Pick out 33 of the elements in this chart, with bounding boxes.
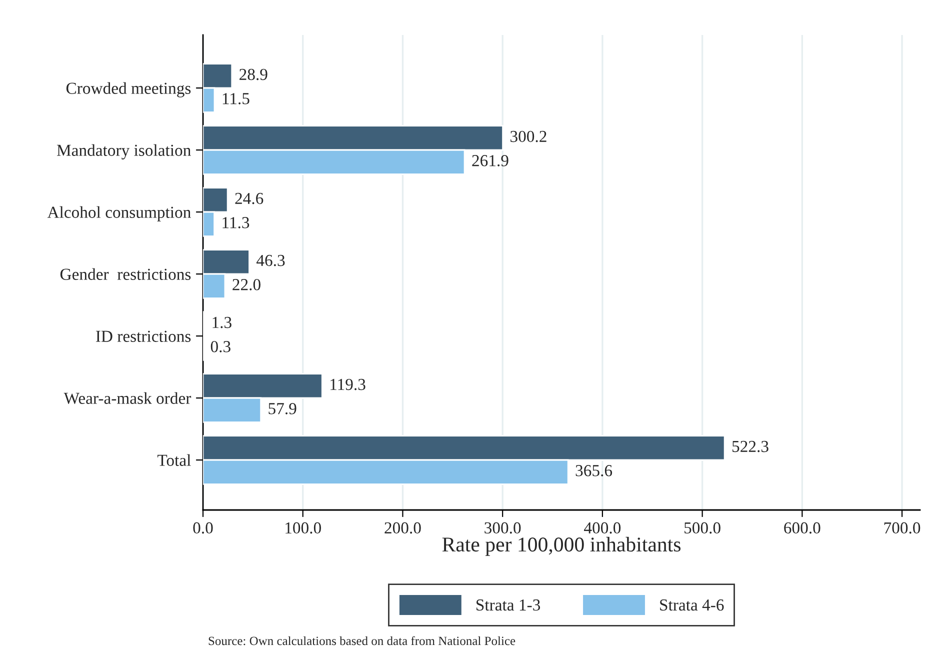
data-label: 1.3 [212, 316, 232, 328]
x-tick-label: 300.0 [484, 522, 521, 534]
y-tick-label: Mandatory isolation [56, 144, 191, 160]
x-tick-label: 400.0 [584, 522, 621, 534]
data-label: 28.9 [240, 68, 268, 80]
legend-label: Strata 4-6 [660, 599, 724, 611]
x-tick-label: 700.0 [884, 522, 920, 534]
y-tick-label: Gender restrictions [60, 268, 191, 280]
data-label: 11.3 [222, 217, 250, 228]
data-label: 522.3 [732, 440, 768, 452]
y-tick-label: Wear-a-mask order [64, 392, 192, 404]
x-tick-label: 100.0 [286, 522, 321, 534]
y-tick-label: ID restrictions [96, 330, 191, 342]
legend-label: Strata 1-3 [476, 599, 540, 611]
y-tick-label: Alcohol consumption [47, 206, 191, 222]
source-note: Source: Own calculations based on data from National Police [208, 636, 516, 646]
x-tick-label: 200.0 [384, 522, 421, 534]
data-label: 300.2 [510, 130, 546, 142]
data-label: 365.6 [576, 465, 612, 476]
data-label: 24.6 [235, 192, 264, 204]
y-tick-label: Total [157, 454, 191, 466]
x-tick-label: 0.0 [193, 522, 213, 534]
data-label: 261.9 [472, 155, 508, 166]
x-axis-title: Rate per 100,000 inhabitants [442, 536, 681, 556]
data-label: 22.0 [232, 279, 260, 290]
data-label: 119.3 [330, 378, 366, 390]
data-label: 0.3 [210, 341, 230, 352]
data-label: 57.9 [268, 403, 296, 414]
x-tick-label: 500.0 [684, 522, 720, 534]
y-tick-label: Crowded meetings [66, 82, 191, 98]
x-tick-label: 600.0 [784, 522, 820, 534]
data-label: 46.3 [256, 254, 285, 266]
data-label: 11.5 [222, 93, 250, 104]
